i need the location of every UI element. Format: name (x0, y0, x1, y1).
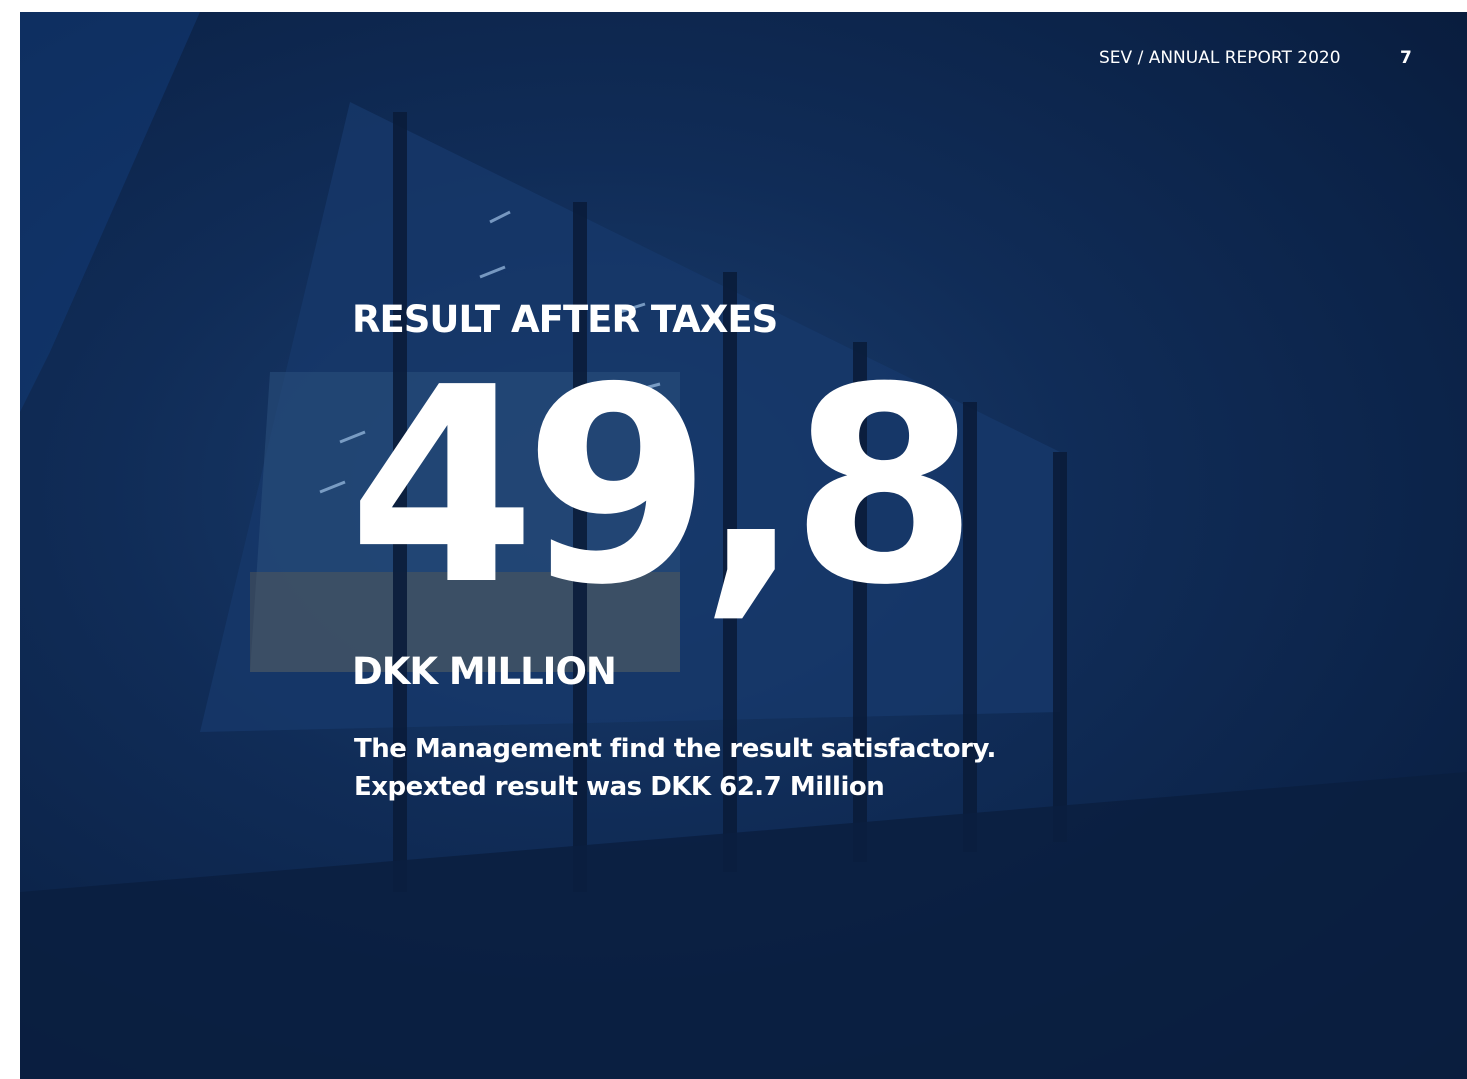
page-number: 7 (1400, 48, 1412, 68)
report-title: SEV / ANNUAL REPORT 2020 (1099, 48, 1341, 68)
key-figure: 49,8 (348, 352, 966, 622)
body-line: The Management find the result satisfact… (354, 734, 996, 764)
body-line: Expexted result was DKK 62.7 Million (354, 772, 884, 802)
page: SEV / ANNUAL REPORT 2020 7 RESULT AFTER … (20, 12, 1467, 1079)
body: SEV / ANNUAL REPORT 2020 7 RESULT AFTER … (0, 0, 1467, 1079)
unit: DKK MILLION (352, 650, 616, 693)
